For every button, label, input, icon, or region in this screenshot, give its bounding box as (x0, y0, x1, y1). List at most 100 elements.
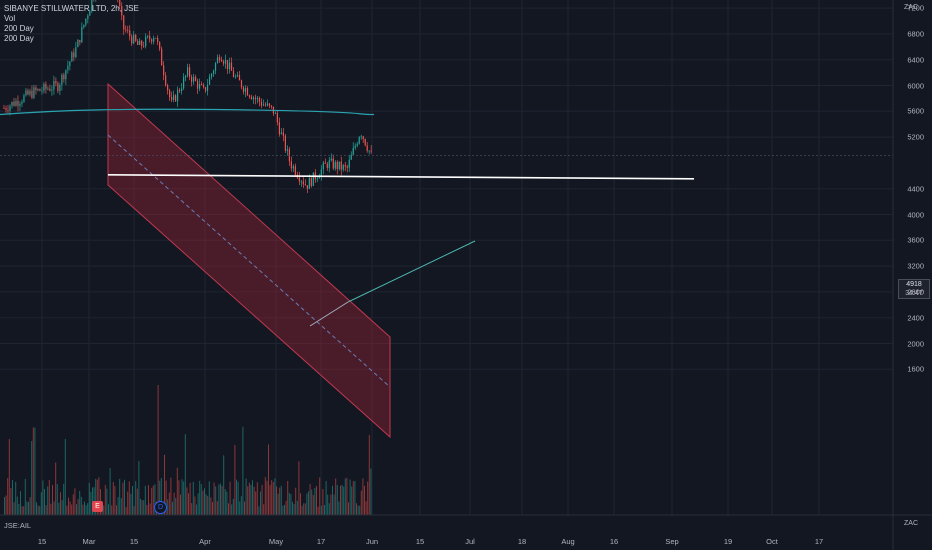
volume-bar (138, 461, 140, 515)
earnings-icon[interactable]: E (92, 501, 103, 512)
volume-bar (122, 482, 124, 515)
candle-body (356, 143, 358, 146)
candle-body (23, 95, 25, 102)
legend-ma-2[interactable]: 200 Day (4, 34, 34, 43)
candle-body (248, 95, 251, 97)
volume-bar (199, 480, 201, 515)
volume-bar (300, 493, 301, 515)
candle-body (89, 10, 91, 16)
volume-bar (320, 505, 322, 515)
candle-body (242, 87, 245, 92)
volume-bar (212, 502, 213, 515)
volume-bar (258, 506, 260, 515)
volume-bar (192, 481, 194, 515)
volume-bar (332, 485, 333, 515)
candle-body (165, 75, 167, 86)
volume-bar (200, 484, 202, 515)
time-tick-label: 15 (37, 537, 47, 546)
volume-bar (172, 501, 173, 515)
volume-bar (346, 477, 348, 515)
volume-bar (64, 438, 66, 515)
candle-body (200, 83, 203, 86)
volume-bar (72, 494, 74, 515)
volume-bar (125, 506, 127, 515)
volume-bar (29, 497, 31, 515)
candle-body (222, 61, 225, 64)
candle-body (141, 40, 143, 46)
time-tick-label: Jul (465, 537, 475, 546)
chart-drawings (0, 82, 893, 439)
volume-bar (231, 504, 233, 515)
legend-ma-1[interactable]: 200 Day (4, 24, 34, 33)
candle-body (292, 166, 294, 169)
volume-bar (173, 492, 175, 515)
candle-body (11, 101, 13, 106)
volume-bar (274, 478, 276, 515)
volume-bar (60, 492, 61, 515)
candle-body (364, 138, 366, 146)
volume-bar (330, 494, 332, 515)
volume-bar (367, 481, 369, 515)
volume-bar (255, 491, 257, 515)
volume-bar (56, 484, 58, 515)
candle-body (244, 88, 247, 92)
volume-bar (7, 478, 9, 515)
candle-body (344, 165, 346, 167)
volume-bar (234, 444, 236, 515)
volume-bar (333, 494, 335, 515)
volume-bar (239, 501, 241, 515)
volume-bar (96, 479, 98, 515)
volume-bar (280, 485, 282, 515)
candle-body (194, 76, 197, 81)
volume-bar (213, 482, 215, 515)
legend-volume[interactable]: Vol (4, 14, 16, 23)
candle-body (330, 158, 332, 161)
candle-body (51, 89, 53, 91)
candle-body (119, 0, 121, 6)
volume-bar (244, 501, 245, 515)
candle-body (185, 75, 187, 78)
candle-body (5, 108, 7, 110)
volume-bar (349, 479, 351, 515)
volume-bar (364, 485, 365, 515)
volume-bar (52, 485, 53, 515)
last-price-countdown: 34:47 (905, 290, 923, 297)
volume-bar (180, 494, 181, 515)
volume-bar (248, 482, 250, 515)
legend-title[interactable]: SIBANYE STILLWATER LTD, 2h, JSE (4, 4, 139, 13)
volume-bar (256, 482, 258, 515)
volume-bar (205, 494, 207, 515)
candle-body (67, 65, 69, 71)
candlesticks (3, 0, 372, 194)
candle-body (358, 137, 360, 144)
candle-body (33, 87, 35, 98)
volume-bar (170, 477, 172, 515)
candle-body (196, 80, 199, 89)
volume-bar (354, 480, 356, 515)
volume-bar (77, 499, 79, 515)
dividend-icon[interactable]: D (154, 501, 167, 514)
volume-bar (303, 503, 305, 515)
volume-bar (45, 505, 47, 515)
volume-bar (324, 505, 325, 515)
volume-bar (146, 504, 148, 515)
price-tick-label: 4000 (907, 210, 924, 219)
volume-bar (135, 481, 137, 515)
candle-body (300, 181, 302, 183)
candle-body (370, 150, 372, 152)
candle-body (177, 89, 179, 102)
candle-body (294, 166, 296, 175)
candle-body (175, 95, 177, 102)
candle-body (298, 177, 300, 182)
candle-body (202, 85, 205, 88)
candle-body (210, 73, 213, 77)
volume-bar (24, 478, 26, 515)
volume-bar (16, 496, 18, 515)
volume-bar (207, 496, 209, 515)
volume-bar (247, 486, 249, 515)
volume-bar (13, 502, 15, 515)
volume-bar (197, 493, 199, 515)
price-tick-label: 2800 (907, 287, 924, 297)
volume-bar (272, 482, 274, 515)
